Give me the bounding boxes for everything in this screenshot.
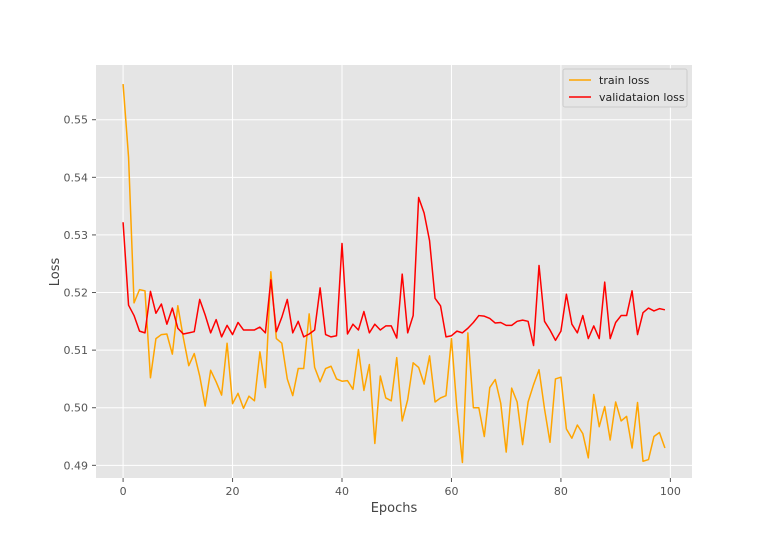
- y-axis-label: Loss: [48, 258, 63, 287]
- legend-box: [562, 68, 688, 108]
- x-tick-label: 80: [554, 485, 568, 498]
- grid-lines: [96, 65, 692, 478]
- series-lines: [122, 83, 666, 464]
- y-axis: 0.49 0.50 0.51 0.52 0.53 0.54 0.55: [64, 114, 96, 472]
- y-tick-label: 0.50: [64, 402, 89, 415]
- y-tick-label: 0.52: [64, 287, 89, 300]
- legend-label: validataion loss: [599, 91, 685, 104]
- legend-label: train loss: [599, 74, 650, 87]
- y-tick-label: 0.53: [64, 229, 89, 242]
- x-axis: 0 20 40 60 80 100: [120, 478, 681, 498]
- y-tick-label: 0.49: [64, 459, 89, 472]
- x-tick-label: 100: [660, 485, 681, 498]
- legend: train loss validataion loss: [562, 68, 688, 108]
- x-tick-label: 20: [226, 485, 240, 498]
- y-tick-label: 0.54: [64, 171, 89, 184]
- y-tick-label: 0.55: [64, 114, 89, 127]
- x-tick-label: 40: [335, 485, 349, 498]
- x-tick-label: 0: [120, 485, 127, 498]
- x-tick-label: 60: [444, 485, 458, 498]
- x-axis-label: Epochs: [371, 501, 418, 516]
- y-tick-label: 0.51: [64, 344, 89, 357]
- train-loss-line: [122, 83, 666, 464]
- validation-loss-line: [122, 196, 666, 347]
